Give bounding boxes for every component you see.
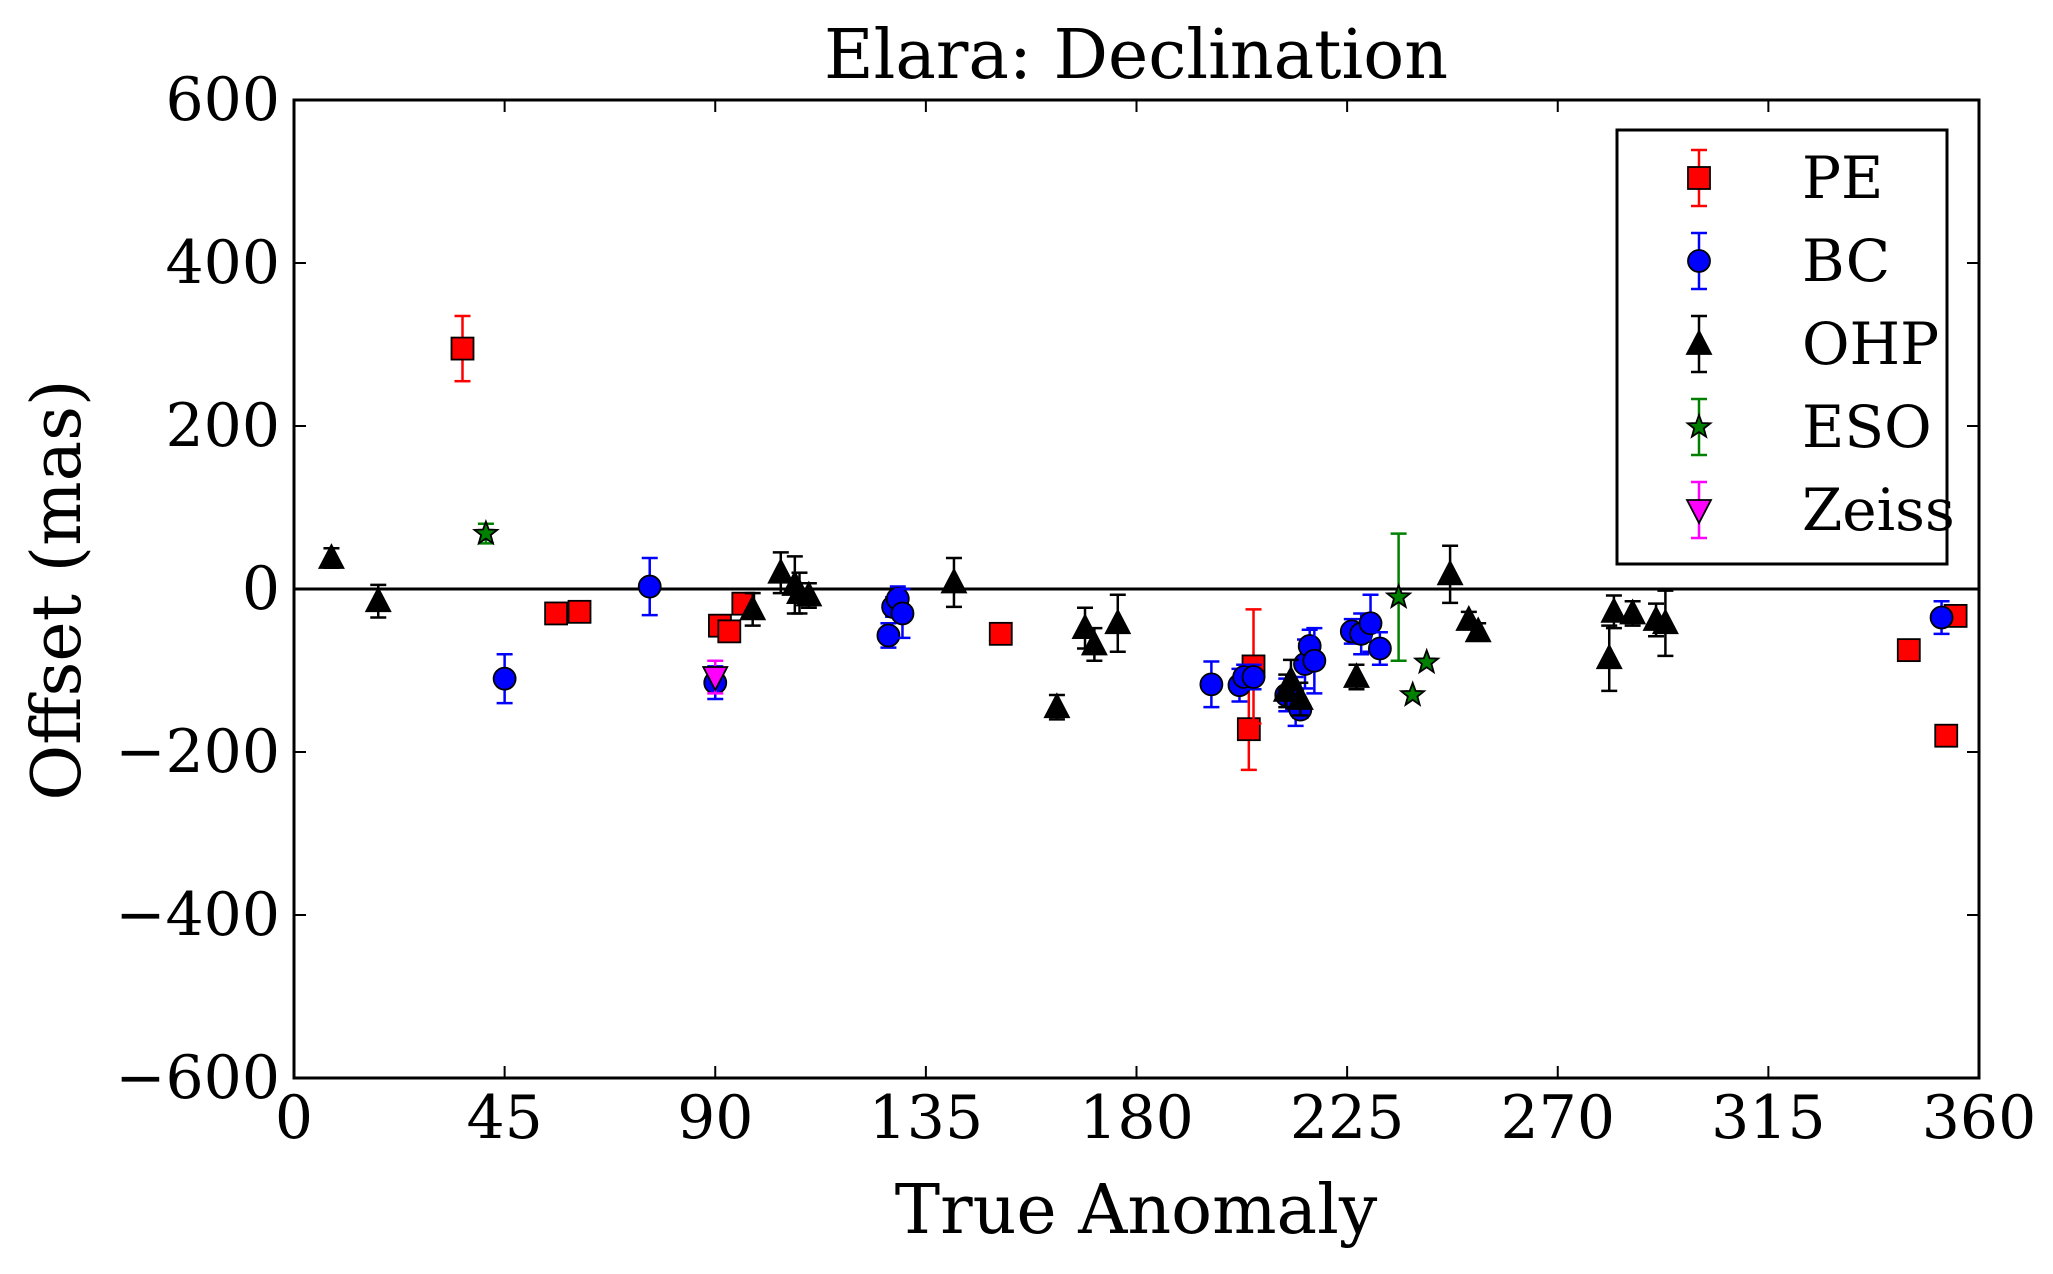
data-point	[1043, 692, 1071, 719]
data-point	[890, 601, 915, 626]
legend-marker	[1685, 329, 1713, 355]
data-point	[472, 518, 500, 546]
data-point	[1384, 582, 1413, 610]
data-point	[567, 599, 592, 624]
legend-entry-pe: PE	[1687, 144, 1883, 212]
data-point	[876, 623, 901, 648]
data-point	[1104, 608, 1132, 635]
series-eso	[472, 518, 1441, 707]
y-tick-label: 400	[165, 228, 280, 298]
legend: PE BC OHP ESO Zeiss	[1615, 128, 1955, 566]
data-point	[1595, 643, 1623, 670]
data-point	[492, 666, 517, 691]
x-tick-label: 225	[1290, 1083, 1405, 1153]
data-point	[739, 594, 767, 621]
data-point	[1600, 596, 1628, 623]
y-tick-label: 0	[242, 554, 280, 624]
legend-entry-ohp: OHP	[1685, 310, 1939, 378]
chart-title: Elara: Declination	[824, 16, 1448, 95]
x-tick-label: 315	[1711, 1083, 1826, 1153]
legend-marker	[1685, 499, 1713, 525]
x-tick-label: 45	[466, 1083, 542, 1153]
data-point	[1358, 611, 1383, 636]
data-point	[988, 621, 1013, 646]
data-point	[1651, 608, 1679, 635]
data-point	[1412, 647, 1441, 675]
x-tick-label: 360	[1922, 1083, 2037, 1153]
data-point	[1619, 598, 1647, 625]
data-point	[1896, 638, 1921, 663]
data-point	[1286, 684, 1314, 710]
plot-area	[294, 314, 1979, 772]
series-pe	[450, 314, 1968, 772]
y-tick-label: 200	[165, 391, 280, 461]
data-point	[544, 601, 569, 626]
data-point	[1071, 613, 1099, 640]
legend-entry-bc: BC	[1687, 227, 1890, 295]
data-point	[940, 567, 968, 594]
series-zeiss	[701, 659, 729, 695]
data-point	[717, 619, 742, 644]
data-point	[1277, 665, 1305, 692]
y-axis-label: Offset (mas)	[18, 379, 97, 800]
axes: 0 45 90 135 180 225 270 315 360 −600 −400 −200 0 200 4…	[115, 65, 2036, 1153]
y-tick-label: 600	[165, 65, 280, 135]
data-point	[1080, 629, 1108, 656]
data-point	[1934, 723, 1959, 748]
x-tick-label: 0	[275, 1083, 313, 1153]
data-point	[1929, 605, 1954, 630]
data-point	[637, 574, 662, 599]
data-point	[1241, 665, 1266, 689]
legend-label: OHP	[1802, 310, 1939, 378]
legend-marker	[1685, 412, 1713, 439]
series-bc	[492, 556, 1954, 728]
data-point	[767, 557, 795, 584]
data-point	[317, 543, 345, 569]
x-tick-label: 90	[677, 1083, 753, 1153]
data-point	[1398, 680, 1427, 707]
data-point	[364, 586, 392, 613]
legend-label: PE	[1802, 144, 1883, 212]
legend-box	[1615, 128, 1949, 566]
x-tick-label: 180	[1079, 1083, 1194, 1153]
data-point	[1464, 616, 1492, 643]
legend-label: Zeiss	[1802, 476, 1955, 544]
data-point	[795, 580, 823, 607]
y-tick-label: −600	[115, 1043, 280, 1113]
data-point	[701, 666, 729, 692]
legend-marker	[1687, 166, 1711, 190]
data-point	[1302, 648, 1327, 673]
y-tick-label: −400	[115, 880, 280, 950]
legend-label: BC	[1802, 227, 1890, 295]
data-point	[1343, 662, 1370, 688]
data-point	[1367, 636, 1392, 661]
legend-entry-eso: ESO	[1685, 393, 1932, 461]
data-point	[1236, 717, 1261, 742]
data-point	[1199, 672, 1224, 697]
x-tick-label: 270	[1500, 1083, 1615, 1153]
data-point	[1436, 559, 1464, 586]
series-ohp	[317, 543, 1679, 721]
legend-marker	[1687, 249, 1711, 273]
x-axis-label: True Anomaly	[895, 1171, 1378, 1250]
legend-entry-zeiss: Zeiss	[1685, 476, 1955, 544]
legend-label: ESO	[1802, 393, 1932, 461]
data-point	[450, 336, 475, 361]
x-tick-label: 135	[869, 1083, 984, 1153]
y-tick-label: −200	[115, 717, 280, 787]
